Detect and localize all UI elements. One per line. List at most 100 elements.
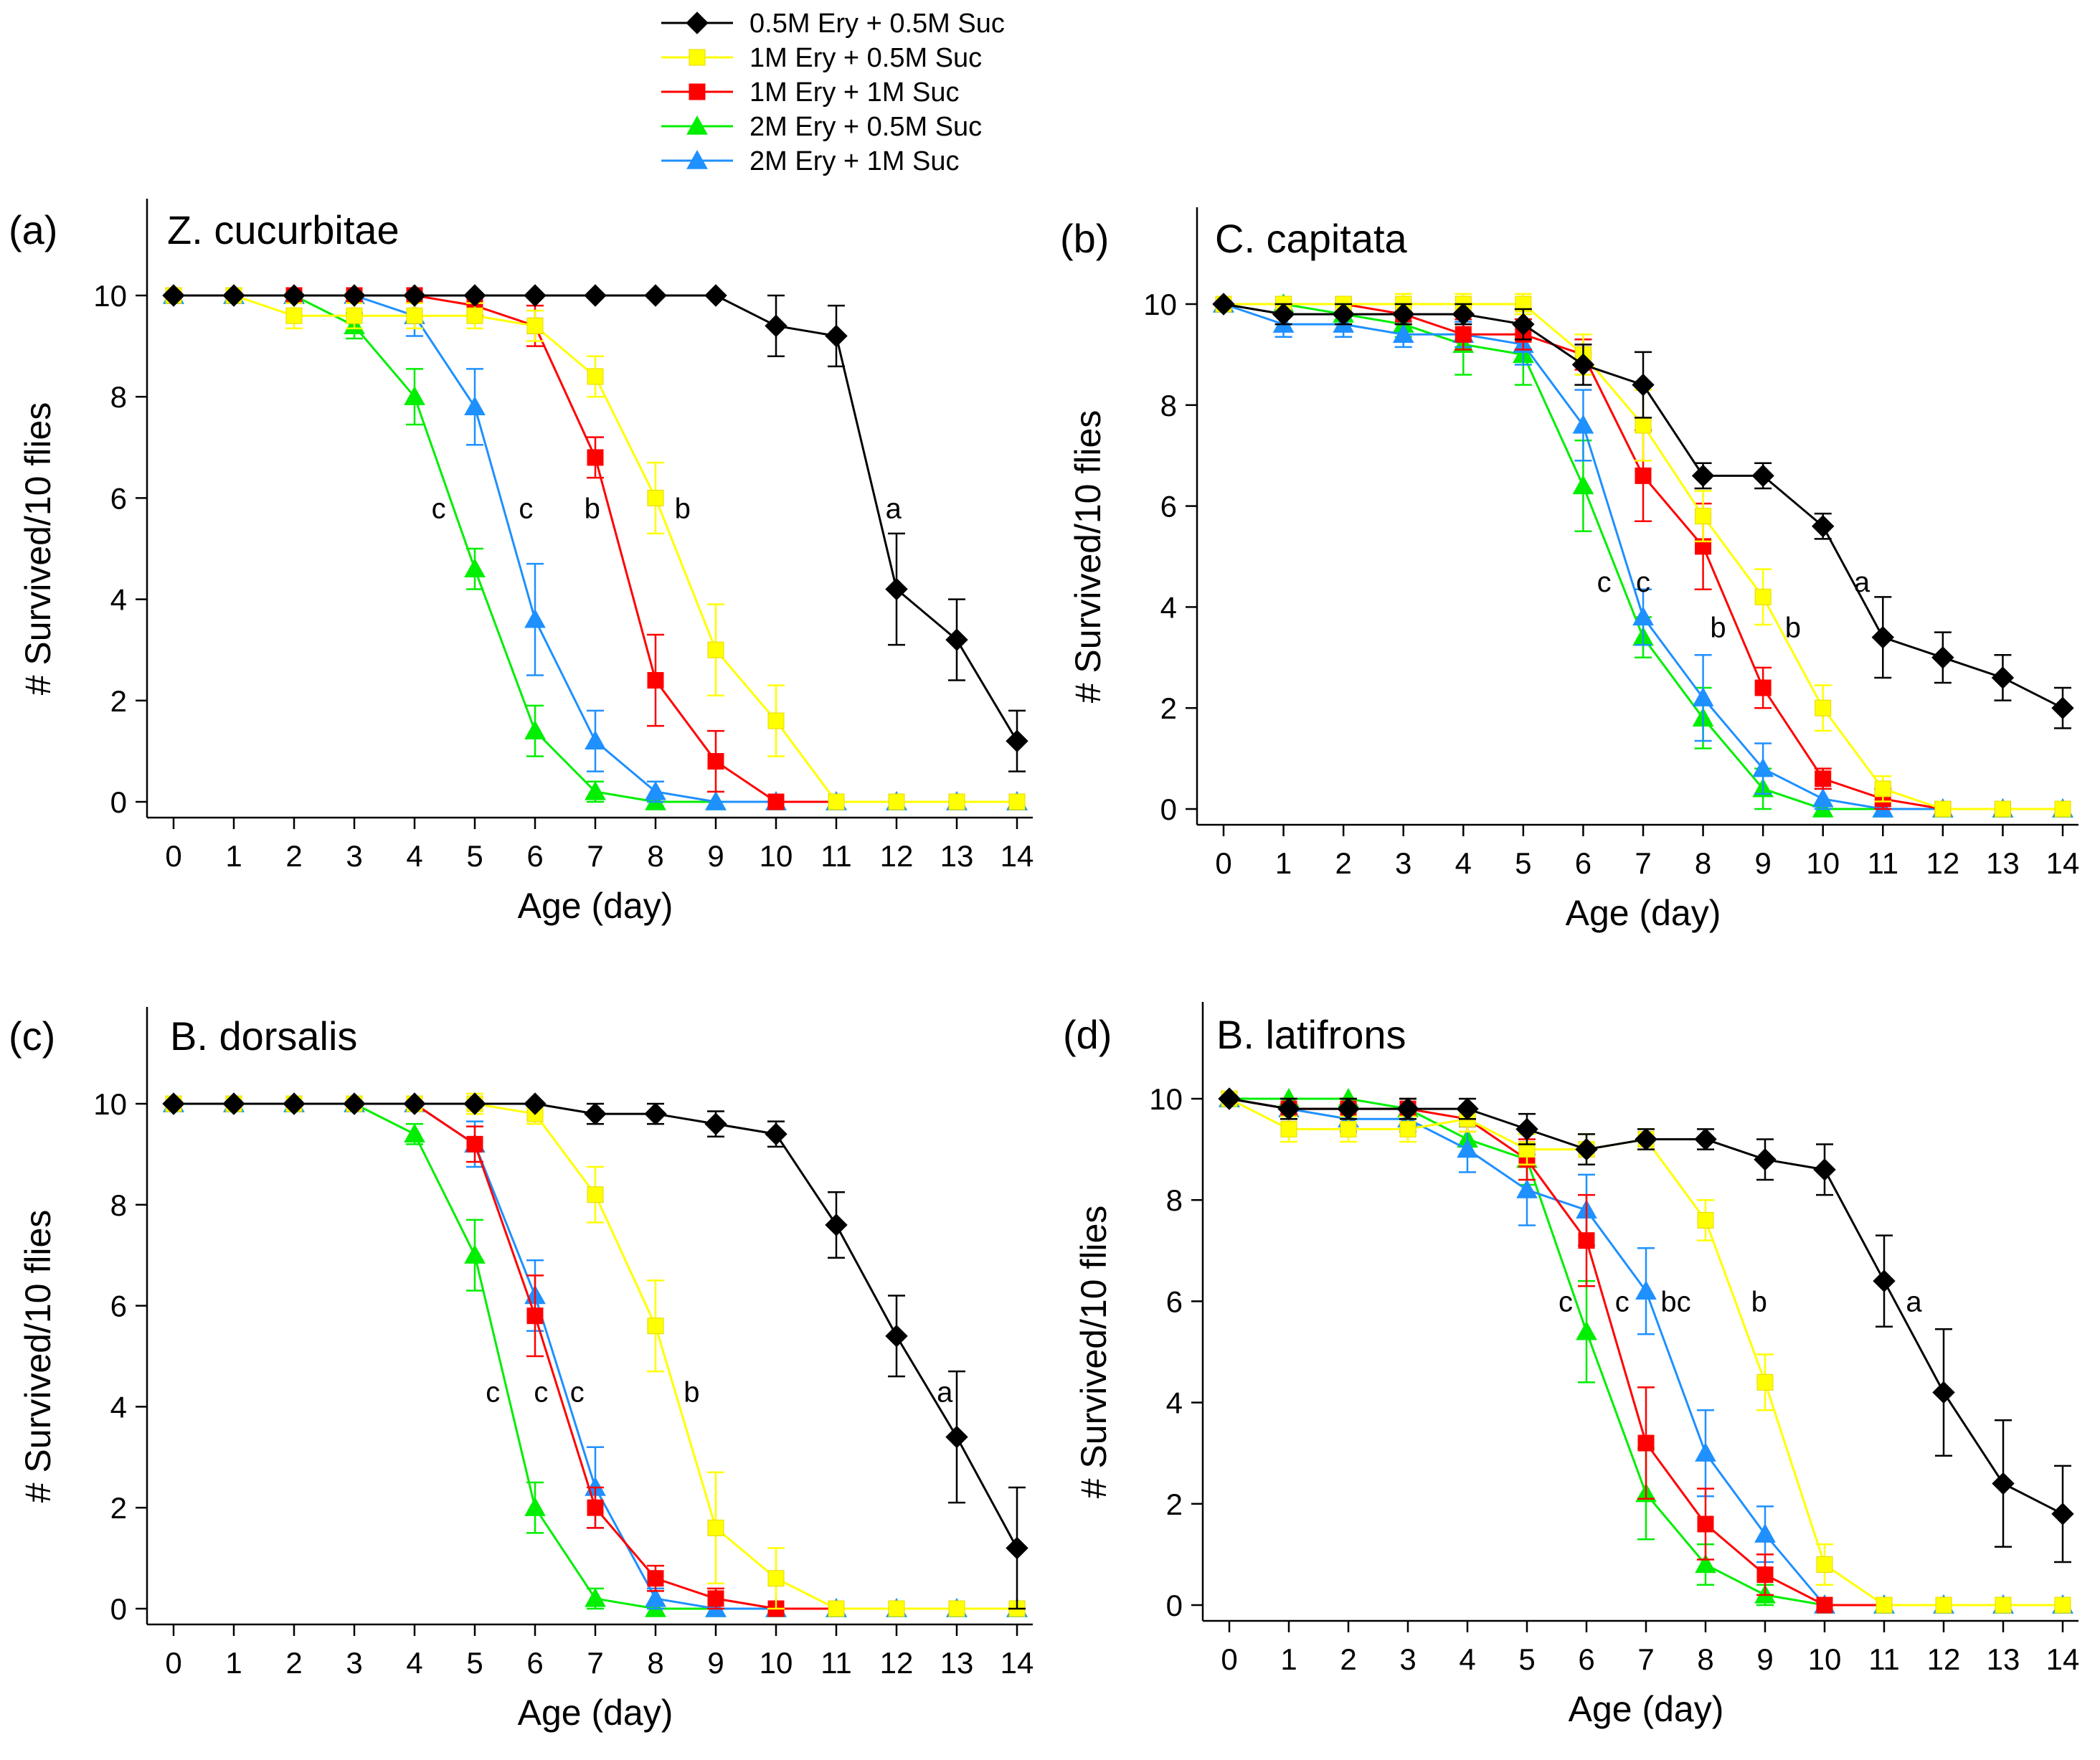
- annotation-letter: b: [585, 493, 600, 525]
- data-point: [1816, 1556, 1833, 1574]
- data-point: [463, 284, 486, 307]
- data-point: [644, 284, 667, 307]
- data-point: [584, 1102, 607, 1125]
- x-tick-label: 4: [406, 839, 422, 873]
- x-tick-label: 0: [165, 1646, 181, 1680]
- legend-item-1m-ery-1m-suc: 1M Ery + 1M Suc: [661, 77, 959, 108]
- data-point: [1873, 1269, 1896, 1292]
- data-point: [222, 1092, 245, 1115]
- y-axis-label: # Survived/10 flies: [1074, 1206, 1114, 1499]
- data-point: [707, 1519, 724, 1536]
- y-tick-label: 4: [110, 1390, 127, 1424]
- data-point: [825, 1213, 848, 1236]
- x-tick-label: 14: [1001, 839, 1034, 873]
- data-point: [1632, 373, 1655, 397]
- data-point: [828, 1600, 845, 1617]
- data-point: [404, 1123, 425, 1142]
- data-point: [885, 577, 908, 601]
- legend-item-2m-ery-1m-suc: 2M Ery + 1M Suc: [661, 146, 959, 176]
- data-point: [704, 1112, 727, 1135]
- series-0-5m-ery-0-5m-suc: [162, 1092, 1028, 1610]
- y-tick-label: 2: [110, 684, 127, 718]
- x-tick-label: 11: [1867, 846, 1898, 880]
- data-point: [524, 284, 547, 307]
- data-point: [1635, 467, 1652, 484]
- y-tick-label: 0: [1166, 1589, 1183, 1622]
- data-point: [162, 284, 185, 307]
- data-point: [1340, 1120, 1357, 1137]
- legend-label: 1M Ery + 0.5M Suc: [749, 43, 982, 73]
- data-point: [526, 1307, 544, 1325]
- x-tick-label: 11: [1868, 1642, 1900, 1676]
- data-point: [645, 1587, 666, 1607]
- data-point: [1995, 1596, 2012, 1614]
- legend: 0.5M Ery + 0.5M Suc 1M Ery + 0.5M Suc 1M E…: [661, 9, 1005, 176]
- data-point: [1337, 1097, 1360, 1120]
- data-point: [765, 1122, 788, 1145]
- x-tick-label: 6: [526, 839, 543, 873]
- data-point: [2051, 696, 2074, 719]
- data-point: [1392, 323, 1414, 343]
- legend-marker: [686, 11, 709, 34]
- x-tick-label: 5: [466, 1646, 483, 1680]
- data-point: [2051, 1503, 2074, 1525]
- annotation-letter: c: [486, 1376, 500, 1408]
- annotation-letter: c: [519, 493, 533, 525]
- data-point: [945, 1425, 968, 1449]
- data-point: [1635, 1280, 1657, 1300]
- x-tick-label: 5: [1518, 1642, 1535, 1676]
- x-tick-label: 7: [1637, 1642, 1654, 1676]
- x-tick-label: 9: [1754, 846, 1771, 880]
- annotation-letter: a: [1854, 567, 1870, 598]
- y-tick-label: 10: [1143, 288, 1177, 321]
- data-point: [343, 1092, 366, 1115]
- data-point: [584, 284, 607, 307]
- data-point: [1008, 793, 1026, 810]
- x-tick-label: 0: [165, 839, 181, 873]
- panel-label: (c): [9, 1013, 55, 1059]
- data-point: [404, 386, 425, 405]
- data-point: [464, 1244, 486, 1264]
- annotation-letter: c: [1559, 1286, 1573, 1317]
- data-point: [463, 1092, 486, 1115]
- data-point: [162, 1092, 185, 1115]
- data-point: [2054, 1596, 2071, 1614]
- legend-marker: [689, 49, 706, 66]
- data-point: [1695, 1553, 1716, 1574]
- data-point: [1815, 699, 1832, 716]
- x-tick-label: 5: [466, 839, 483, 873]
- data-point: [1876, 1596, 1893, 1614]
- data-point: [1991, 666, 2015, 689]
- x-tick-label: 4: [1455, 846, 1472, 880]
- annotation-letter: bc: [1660, 1286, 1690, 1317]
- y-tick-label: 2: [1166, 1487, 1183, 1521]
- data-point: [707, 753, 724, 770]
- data-point: [1455, 326, 1472, 343]
- x-tick-label: 2: [1335, 846, 1351, 880]
- data-point: [587, 1186, 604, 1203]
- data-point: [1399, 1120, 1416, 1137]
- x-tick-label: 12: [1926, 846, 1959, 880]
- data-point: [587, 1499, 604, 1516]
- x-tick-label: 9: [707, 1646, 724, 1680]
- data-point: [464, 558, 486, 577]
- annotation-letter: a: [886, 493, 902, 525]
- data-point: [1694, 1127, 1717, 1151]
- x-tick-label: 1: [225, 1646, 242, 1680]
- x-tick-label: 11: [820, 839, 852, 873]
- legend-label: 1M Ery + 1M Suc: [749, 77, 959, 108]
- legend-label: 0.5M Ery + 0.5M Suc: [749, 9, 1005, 39]
- data-point: [1637, 1434, 1655, 1452]
- x-tick-label: 1: [1280, 1642, 1297, 1676]
- data-point: [1516, 1179, 1538, 1198]
- x-axis-label: Age (day): [518, 886, 673, 926]
- y-tick-label: 0: [110, 785, 127, 819]
- data-point: [767, 712, 785, 729]
- data-point: [1756, 1373, 1774, 1391]
- annotation-letter: b: [675, 493, 691, 525]
- data-point: [1280, 1120, 1297, 1137]
- data-point: [644, 1102, 667, 1125]
- data-point: [1457, 1138, 1478, 1158]
